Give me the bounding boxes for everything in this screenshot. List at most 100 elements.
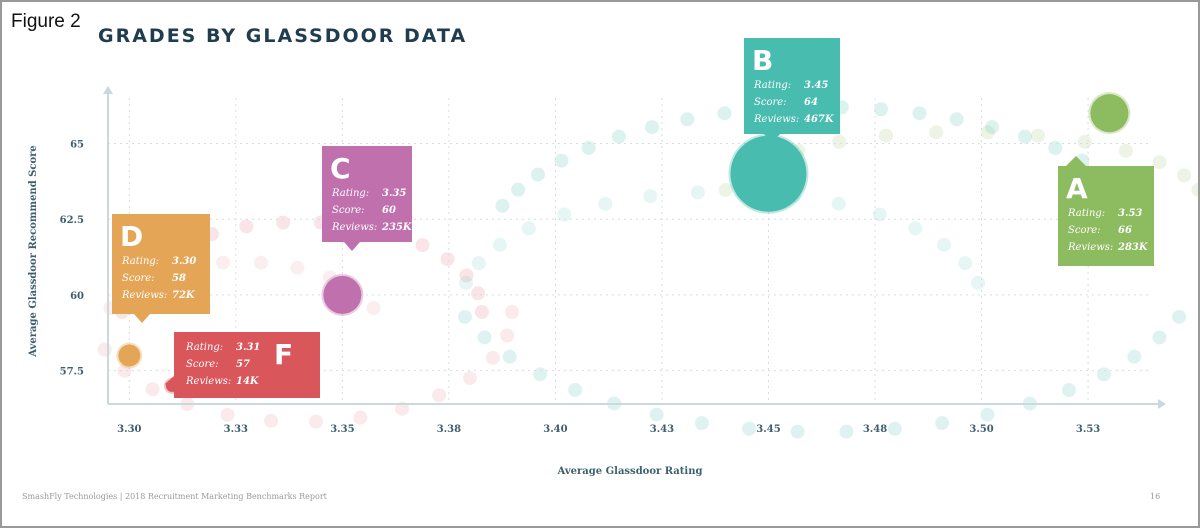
callout-score-label: Score: xyxy=(122,273,155,284)
decor-dot xyxy=(874,102,889,117)
x-tick-label: 3.35 xyxy=(330,424,354,435)
decor-dot xyxy=(694,416,709,431)
data-point-a xyxy=(1090,94,1129,133)
decor-dot xyxy=(878,128,893,143)
decor-dot xyxy=(220,407,235,422)
decor-dot xyxy=(872,207,887,222)
decor-dot xyxy=(611,129,626,144)
y-tick-label: 60 xyxy=(70,291,84,302)
callout-score-label: Score: xyxy=(1068,225,1101,236)
decor-dot xyxy=(554,153,569,168)
decor-dot xyxy=(908,221,923,236)
decor-dot xyxy=(1061,383,1076,398)
callout-box xyxy=(112,214,210,314)
decor-dot xyxy=(502,349,517,364)
decor-dot xyxy=(1118,143,1133,158)
decor-dot xyxy=(485,350,500,365)
decor-dot xyxy=(290,260,305,275)
decor-dot xyxy=(1152,155,1167,170)
decor-dot xyxy=(935,416,950,431)
decor-dot xyxy=(440,252,455,267)
data-points xyxy=(116,92,1131,394)
decor-dot xyxy=(912,106,927,121)
decor-dot xyxy=(1127,349,1142,364)
callout-score-value: 60 xyxy=(382,205,396,216)
decor-dot xyxy=(643,189,658,204)
decor-dot xyxy=(395,401,410,416)
decor-dot xyxy=(309,414,324,429)
x-tick-label: 3.45 xyxy=(756,424,780,435)
decor-dot xyxy=(521,221,536,236)
x-axis-label: Average Glassdoor Rating xyxy=(557,466,703,477)
callout-rating-value: 3.45 xyxy=(804,80,828,91)
decor-dot xyxy=(929,125,944,140)
decor-dot xyxy=(533,367,548,382)
decor-dot xyxy=(985,120,999,135)
decor-dot xyxy=(1096,367,1111,382)
decor-dot xyxy=(790,424,805,439)
decor-dot xyxy=(117,363,132,378)
callout-reviews-label: Reviews: xyxy=(185,376,231,387)
decor-dot xyxy=(145,382,160,397)
callout-score-value: 64 xyxy=(804,97,818,108)
callout-rating-label: Rating: xyxy=(331,188,369,199)
decor-dot xyxy=(253,255,268,270)
callout-reviews-value: 235K xyxy=(381,222,413,233)
callout-reviews-value: 283K xyxy=(1117,242,1149,253)
callout-rating-label: Rating: xyxy=(121,256,159,267)
decor-dot xyxy=(495,198,510,213)
x-tick-label: 3.43 xyxy=(650,424,674,435)
data-point-d xyxy=(118,344,141,367)
callout-rating-label: Rating: xyxy=(753,80,791,91)
callout-pointer xyxy=(344,242,360,251)
decor-dot xyxy=(264,413,279,428)
callout-reviews-value: 14K xyxy=(236,376,260,387)
decor-dot xyxy=(462,371,477,386)
decor-dot xyxy=(1048,140,1063,155)
decor-dot xyxy=(839,424,854,439)
callout-pointer xyxy=(165,376,174,392)
decor-dot xyxy=(471,286,486,301)
decor-dot xyxy=(511,182,526,197)
decor-dot xyxy=(505,305,519,319)
decor-dot xyxy=(1018,129,1033,144)
callout-grade: A xyxy=(1066,172,1088,205)
axes xyxy=(103,86,1166,409)
y-tick-label: 65 xyxy=(70,139,84,150)
data-point-b xyxy=(730,135,807,212)
decor-dot xyxy=(457,309,472,324)
callout-box xyxy=(174,332,320,398)
callout-rating-value: 3.30 xyxy=(172,256,196,267)
decor-dot xyxy=(239,219,254,234)
callout-d: D Rating: 3.30 Score: 58 Reviews: 72K xyxy=(112,214,210,323)
callout-rating-value: 3.31 xyxy=(236,342,260,353)
decor-dot xyxy=(949,112,964,127)
decor-dot xyxy=(971,275,986,290)
decor-dot xyxy=(645,120,659,135)
callout-f: F Rating: 3.31 Score: 57 Reviews: 14K xyxy=(165,332,320,398)
page-number: 16 xyxy=(1150,492,1161,501)
callout-boxes: A Rating: 3.53 Score: 66 Reviews: 283K B Rating:… xyxy=(112,38,1154,398)
callout-c: C Rating: 3.35 Score: 60 Reviews: 235K xyxy=(322,146,413,251)
decor-dot xyxy=(598,196,613,211)
x-tick-labels: 3.30 3.33 3.35 3.38 3.40 3.43 3.45 3.48 3.50 3.53 xyxy=(117,424,1100,435)
decor-dot xyxy=(980,125,995,140)
x-tick-label: 3.38 xyxy=(437,424,461,435)
decor-dot xyxy=(958,256,973,271)
footer-credit: SmashFly Technologies | 2018 Recruitment… xyxy=(22,492,327,501)
decor-dot xyxy=(980,407,995,422)
decor-dot xyxy=(887,421,902,436)
x-tick-label: 3.40 xyxy=(543,424,567,435)
callout-rating-label: Rating: xyxy=(185,342,223,353)
callout-pointer xyxy=(1066,156,1086,166)
x-tick-label: 3.53 xyxy=(1076,424,1100,435)
decor-dot xyxy=(831,196,846,211)
callout-pointer xyxy=(764,134,780,143)
callout-grade: D xyxy=(120,220,143,253)
decor-dot xyxy=(415,238,430,253)
y-tick-labels: 57.5 60 62.5 65 xyxy=(60,139,84,377)
decor-dot xyxy=(937,237,952,252)
callout-score-label: Score: xyxy=(186,359,219,370)
decor-dot xyxy=(1177,168,1192,183)
